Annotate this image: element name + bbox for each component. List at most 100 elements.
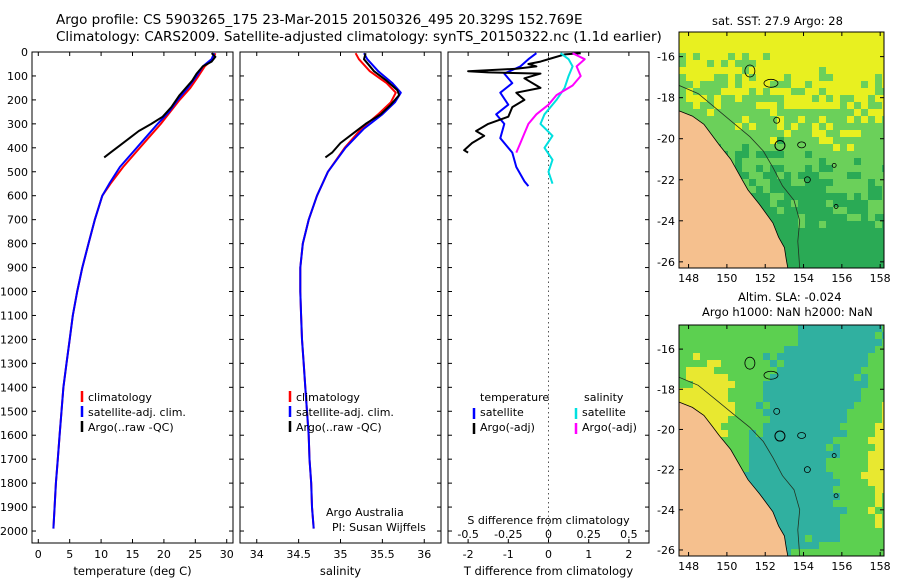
sla-map-cell — [742, 451, 750, 459]
sst-map-cell — [840, 193, 848, 201]
sla-map-cell — [861, 374, 869, 382]
sla-map-cell — [686, 374, 694, 382]
sst-map-cell — [749, 102, 757, 110]
sla-map-reef-outline — [773, 407, 781, 415]
sla-map-cell — [826, 451, 834, 459]
sst-map-cell — [826, 256, 834, 264]
sst-map-cell — [812, 249, 820, 257]
sla-map-cell — [777, 339, 785, 347]
sla-map-cell — [791, 549, 799, 556]
sst-map-cell — [728, 102, 736, 110]
sst-map-cell — [875, 186, 883, 194]
sla-map-cell — [707, 325, 715, 333]
sst-map-cell — [791, 130, 799, 138]
sla-map-cell — [756, 339, 764, 347]
sla-map-cell — [854, 535, 862, 543]
sla-map-cell — [798, 395, 806, 403]
sla-map-cell — [770, 395, 778, 403]
sst-map-cell — [847, 172, 855, 180]
sla-map-cell — [861, 507, 869, 515]
sst-map-cell — [875, 81, 883, 89]
sla-map-cell — [847, 437, 855, 445]
sla-map-cell — [721, 332, 729, 340]
sst-map-cell — [854, 46, 862, 54]
sla-map-cell — [735, 430, 743, 438]
sla-map-cell — [749, 395, 757, 403]
sla-map-cell — [707, 402, 715, 410]
sla-map-cell — [735, 437, 743, 445]
sla-map-cell — [777, 472, 785, 480]
sla-map-cell — [798, 521, 806, 529]
sla-map-cell — [798, 444, 806, 452]
sst-map-cell — [847, 74, 855, 82]
sst-map-cell — [833, 235, 841, 243]
sst-map-cell — [819, 130, 827, 138]
sst-map-cell — [798, 151, 806, 159]
sla-map-cell — [777, 514, 785, 522]
sla-map-cell — [686, 367, 694, 375]
sst-map-cell — [798, 102, 806, 110]
sla-map-cell — [875, 514, 883, 522]
sla-map-cell — [784, 479, 792, 487]
sla-map-field — [679, 325, 884, 556]
sla-map-cell — [875, 339, 883, 347]
sla-map-cell — [861, 360, 869, 368]
sla-map-cell — [840, 367, 848, 375]
sst-map-cell — [812, 263, 820, 268]
sla-map-cell — [770, 479, 778, 487]
sst-map-reef-outline — [773, 116, 781, 124]
sla-map-cell — [882, 542, 884, 550]
sst-map-cell — [826, 165, 834, 173]
sst-map-cell — [693, 53, 701, 61]
sst-map-cell — [784, 32, 792, 40]
sst-map-cell — [819, 109, 827, 117]
sst-map-cell — [784, 249, 792, 257]
sst-map-cell — [826, 200, 834, 208]
sla-map-cell — [812, 360, 820, 368]
sst-map-cell — [875, 53, 883, 61]
sst-map-cell — [770, 46, 778, 54]
sst-map-cell — [868, 109, 876, 117]
sst-map-cell — [756, 200, 764, 208]
sst-map-cell — [763, 67, 771, 75]
sla-map-cell — [798, 507, 806, 515]
sst-map-cell — [735, 109, 743, 117]
sla-map-cell — [749, 360, 757, 368]
sst-map-cell — [847, 32, 855, 40]
sla-map-cell — [875, 493, 883, 501]
sst-map-cell — [742, 158, 750, 166]
sst-map — [678, 31, 885, 269]
sla-map-cell — [791, 395, 799, 403]
sst-map-cell — [882, 102, 884, 110]
sla-map-cell — [882, 465, 884, 473]
sst-map-cell — [679, 32, 687, 40]
salinity-series-argo-raw-qc- — [324, 52, 401, 159]
sst-map-cell — [826, 81, 834, 89]
sst-map-cell — [749, 179, 757, 187]
sst-map-cell — [742, 116, 750, 124]
sla-map-cell — [763, 430, 771, 438]
sla-map-cell — [777, 353, 785, 361]
sst-map-cell — [805, 123, 813, 131]
sla-map-cell — [777, 465, 785, 473]
sla-map-cell — [700, 353, 708, 361]
sla-map-reef-outline — [803, 466, 811, 474]
sst-map-cell — [812, 102, 820, 110]
sst-map-cell — [791, 214, 799, 222]
sst-map-cell — [847, 256, 855, 264]
sla-map-cell — [868, 500, 876, 508]
sla-map-cell — [721, 339, 729, 347]
sla-map-ytick-label: -26 — [657, 544, 675, 557]
sla-map-cell — [770, 332, 778, 340]
sst-map-cell — [840, 228, 848, 236]
sla-map-cell — [840, 451, 848, 459]
sla-map-shelf-contour — [679, 376, 801, 556]
sst-map-cell — [840, 32, 848, 40]
depth-tick-label: 100 — [7, 70, 28, 83]
sst-map-cell — [861, 172, 869, 180]
sla-map-cell — [861, 549, 869, 556]
sst-map-cell — [875, 102, 883, 110]
sst-map-cell — [868, 123, 876, 131]
sla-map-cell — [714, 409, 722, 417]
sst-map-cell — [756, 116, 764, 124]
